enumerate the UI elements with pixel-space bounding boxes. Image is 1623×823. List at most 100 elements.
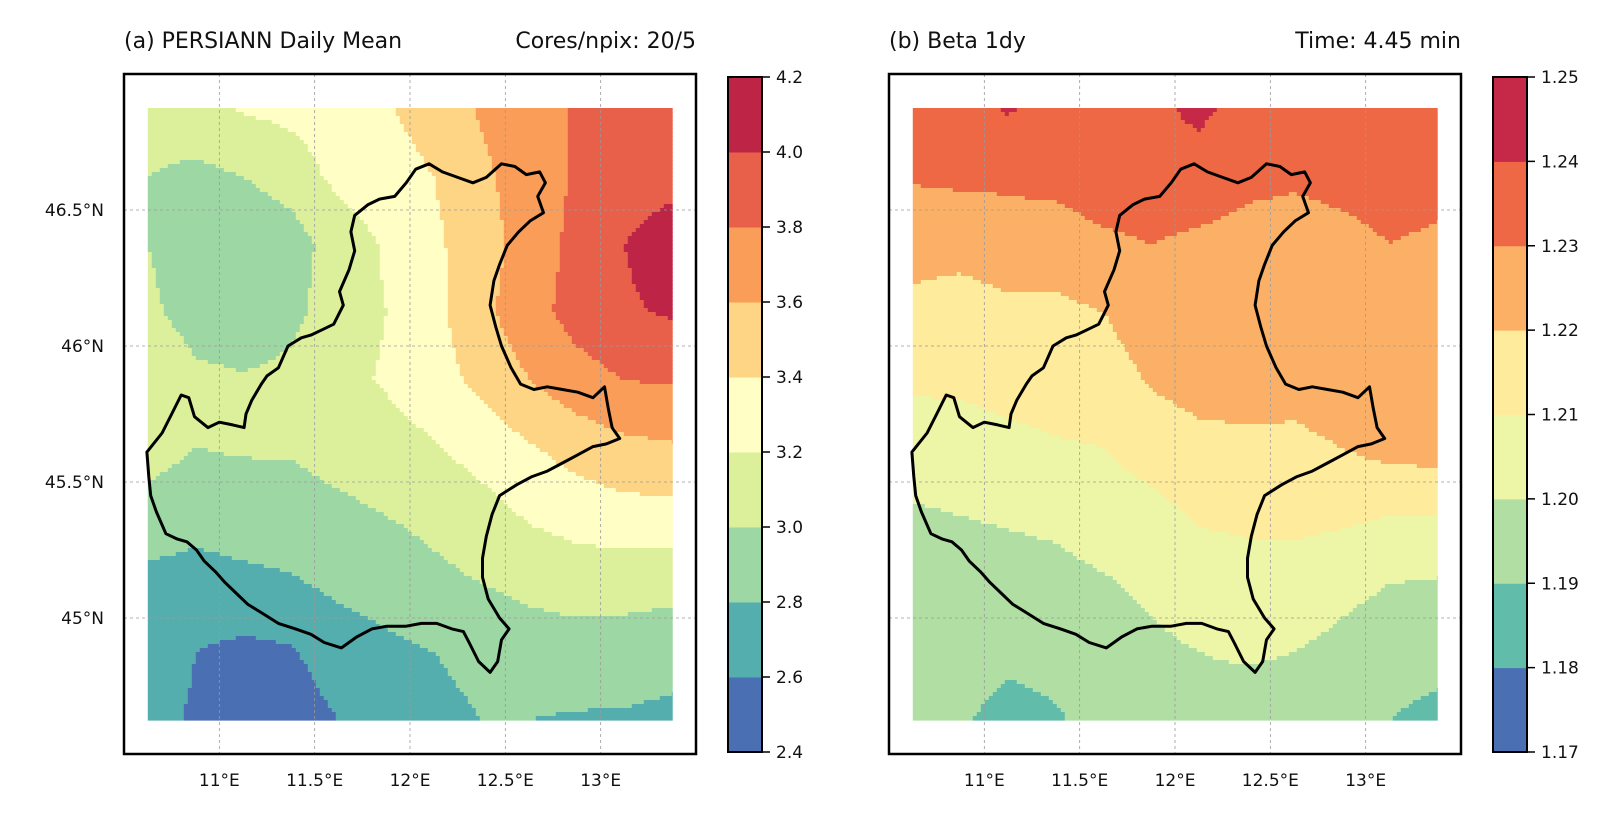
contour-cell xyxy=(531,116,537,121)
contour-cell xyxy=(251,180,257,185)
contour-cell xyxy=(655,160,661,165)
contour-cell xyxy=(643,120,649,125)
contour-cell xyxy=(491,140,497,145)
contour-cell xyxy=(651,144,657,149)
contour-cell xyxy=(275,232,281,237)
contour-cell xyxy=(503,208,509,213)
contour-cell xyxy=(599,236,605,241)
contour-cell xyxy=(387,192,393,197)
contour-cell xyxy=(567,128,573,133)
contour-cell xyxy=(619,220,625,225)
contour-cell xyxy=(379,108,385,113)
contour-cell xyxy=(603,164,609,169)
contour-cell xyxy=(355,132,361,137)
contour-cell xyxy=(379,216,385,221)
contour-cell xyxy=(555,192,561,197)
contour-cell xyxy=(627,144,633,149)
contour-cell xyxy=(391,132,397,137)
contour-cell xyxy=(479,136,485,141)
contour-cell xyxy=(279,204,285,209)
contour-cell xyxy=(387,244,393,249)
contour-cell xyxy=(239,140,245,145)
contour-cell xyxy=(383,180,389,185)
contour-cell xyxy=(151,200,157,205)
contour-cell xyxy=(163,116,169,121)
contour-cell xyxy=(235,124,241,129)
contour-cell xyxy=(231,196,237,201)
contour-cell xyxy=(267,148,273,153)
contour-cell xyxy=(607,180,613,185)
contour-cell xyxy=(315,176,321,181)
contour-cell xyxy=(315,132,321,137)
contour-cell xyxy=(275,116,281,121)
contour-cell xyxy=(303,196,309,201)
contour-cell xyxy=(643,224,649,229)
contour-cell xyxy=(411,252,417,257)
contour-cell xyxy=(247,164,253,169)
contour-cell xyxy=(199,144,205,149)
contour-cell xyxy=(451,248,457,253)
contour-cell xyxy=(303,156,309,161)
contour-cell xyxy=(447,136,453,141)
contour-cell xyxy=(395,132,401,137)
contour-cell xyxy=(495,244,501,249)
contour-cell xyxy=(175,240,181,245)
contour-cell xyxy=(615,204,621,209)
contour-cell xyxy=(643,248,649,253)
contour-cell xyxy=(247,108,253,113)
contour-cell xyxy=(375,216,381,221)
contour-cell xyxy=(267,240,273,245)
contour-cell xyxy=(347,252,353,257)
contour-cell xyxy=(419,248,425,253)
contour-cell xyxy=(495,204,501,209)
contour-cell xyxy=(551,240,557,245)
contour-cell xyxy=(411,256,417,261)
contour-cell xyxy=(403,160,409,165)
contour-cell xyxy=(655,192,661,197)
contour-cell xyxy=(299,152,305,157)
contour-cell xyxy=(215,204,221,209)
contour-cell xyxy=(183,172,189,177)
contour-cell xyxy=(243,140,249,145)
contour-cell xyxy=(591,116,597,121)
contour-cell xyxy=(491,156,497,161)
contour-cell xyxy=(251,116,257,121)
contour-cell xyxy=(615,248,621,253)
contour-cell xyxy=(463,148,469,153)
contour-cell xyxy=(475,148,481,153)
contour-cell xyxy=(419,192,425,197)
contour-cell xyxy=(539,112,545,117)
contour-cell xyxy=(651,148,657,153)
contour-cell xyxy=(551,128,557,133)
contour-cell xyxy=(423,224,429,229)
contour-cell xyxy=(275,140,281,145)
contour-cell xyxy=(427,128,433,133)
contour-cell xyxy=(363,240,369,245)
contour-cell xyxy=(523,168,529,173)
contour-cell xyxy=(159,256,165,261)
contour-cell xyxy=(671,160,673,165)
contour-cell xyxy=(667,132,673,137)
contour-cell xyxy=(183,148,189,153)
contour-cell xyxy=(379,224,385,229)
contour-cell xyxy=(463,128,469,133)
contour-cell xyxy=(419,144,425,149)
contour-cell xyxy=(443,248,449,253)
contour-cell xyxy=(303,120,309,125)
contour-cell xyxy=(519,160,525,165)
contour-cell xyxy=(479,112,485,117)
contour-cell xyxy=(235,120,241,125)
contour-cell xyxy=(651,196,657,201)
contour-cell xyxy=(183,252,189,257)
contour-cell xyxy=(259,136,265,141)
contour-cell xyxy=(615,176,621,181)
contour-cell xyxy=(247,112,253,117)
contour-cell xyxy=(259,252,265,257)
contour-cell xyxy=(619,192,625,197)
contour-cell xyxy=(231,184,237,189)
contour-cell xyxy=(211,252,217,257)
contour-cell xyxy=(495,168,501,173)
contour-cell xyxy=(427,228,433,233)
contour-cell xyxy=(671,252,673,257)
contour-cell xyxy=(663,136,669,141)
